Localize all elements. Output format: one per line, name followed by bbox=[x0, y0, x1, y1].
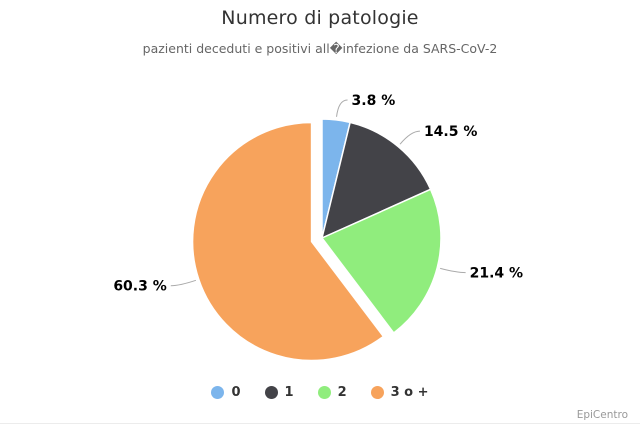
legend-marker-icon bbox=[264, 386, 278, 399]
legend-marker-icon bbox=[370, 386, 384, 399]
bottom-divider bbox=[0, 423, 640, 424]
legend-item-3-o-+[interactable]: 3 o + bbox=[370, 385, 429, 400]
label-connector bbox=[399, 130, 420, 145]
legend-label: 0 bbox=[231, 385, 241, 400]
legend-item-0[interactable]: 0 bbox=[211, 385, 241, 400]
legend-label: 1 bbox=[284, 385, 294, 400]
legend-item-1[interactable]: 1 bbox=[264, 385, 294, 400]
slice-data-label: 14.5 % bbox=[424, 124, 477, 140]
legend-label: 2 bbox=[337, 385, 347, 400]
slice-data-label: 21.4 % bbox=[470, 266, 523, 282]
pie-slice-1[interactable] bbox=[321, 121, 432, 239]
legend-label: 3 o + bbox=[390, 385, 429, 400]
slice-data-label: 60.3 % bbox=[113, 279, 166, 295]
pie-slice-2[interactable] bbox=[321, 188, 442, 334]
slice-data-label: 3.8 % bbox=[352, 93, 396, 109]
pie-slice-3-o-+[interactable] bbox=[191, 121, 385, 362]
chart-subtitle: pazienti deceduti e positivi all�infezio… bbox=[142, 41, 498, 56]
legend-item-2[interactable]: 2 bbox=[317, 385, 347, 400]
chart-title: Numero di patologie bbox=[221, 7, 419, 29]
legend: 0 1 2 3 o + bbox=[0, 385, 640, 400]
label-connector bbox=[336, 99, 348, 117]
label-connector bbox=[170, 279, 197, 287]
label-connector bbox=[440, 267, 466, 274]
credits-link[interactable]: EpiCentro bbox=[576, 409, 628, 421]
legend-marker-icon bbox=[211, 386, 225, 399]
legend-marker-icon bbox=[317, 386, 331, 399]
